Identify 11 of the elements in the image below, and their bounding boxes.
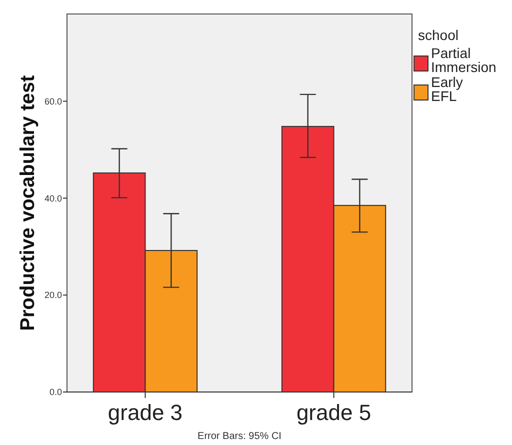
- y-axis-title: Productive vocabulary test: [17, 74, 39, 331]
- y-tick-label: 20.0: [44, 290, 62, 300]
- y-tick-label: 0.0: [49, 387, 62, 398]
- x-tick-label: grade 3: [108, 400, 183, 425]
- y-tick-label: 40.0: [44, 193, 62, 204]
- text: Error Bars: 95% CI: [198, 431, 282, 442]
- y-tick-label: 60.0: [44, 96, 62, 106]
- legend-label: Early EFL: [431, 74, 463, 104]
- legend-title: school: [418, 27, 458, 43]
- x-tick-label: grade 5: [296, 400, 372, 425]
- legend-label: Partial Immersion: [431, 45, 496, 75]
